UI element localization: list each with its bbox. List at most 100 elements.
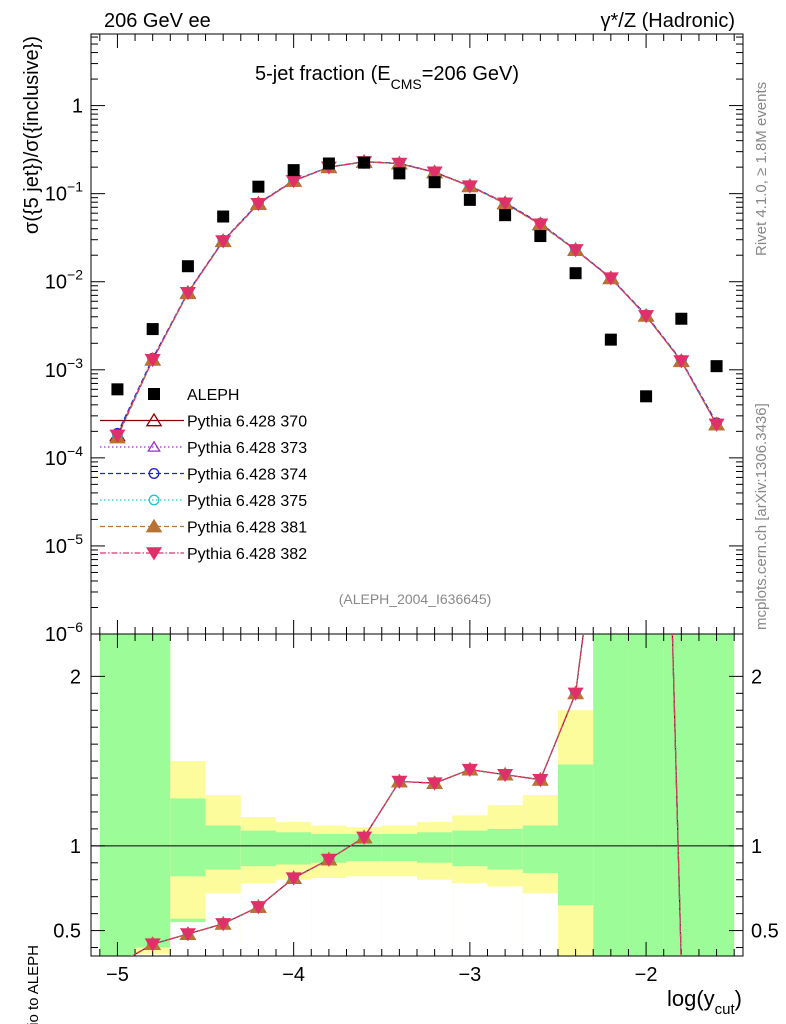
data-point	[111, 383, 124, 396]
header-left-label: 206 GeV ee	[104, 10, 211, 32]
band-inner	[698, 634, 735, 956]
band-gap	[381, 862, 417, 956]
data-point	[358, 156, 371, 169]
band-inner	[663, 634, 699, 956]
y-tick-label: 10−2	[45, 267, 83, 294]
legend-marker	[147, 440, 161, 452]
ratio-mc-series	[130, 634, 682, 956]
ratio-point	[461, 763, 478, 778]
x-tick-label: −2	[635, 964, 658, 986]
ratio-point	[320, 853, 337, 867]
mc-point	[673, 355, 690, 369]
y-tick-label: 10−4	[45, 443, 83, 470]
data-point	[181, 260, 194, 273]
band-outer-low	[205, 869, 241, 894]
mc-point	[144, 354, 161, 368]
ratio-y-axis-label: Ratio to ALEPH	[25, 945, 42, 1024]
data-point	[569, 267, 582, 280]
data-point	[393, 167, 406, 180]
legend-label: Pythia 6.428 381	[187, 520, 307, 537]
ratio-y-tick-label: 0.5	[53, 921, 81, 943]
main-y-axis-label: σ({5 jet})/σ({inclusive})	[21, 36, 43, 234]
rivet-version-label: Rivet 4.1.0, ≥ 1.8M events	[753, 82, 770, 256]
x-tick-label: −3	[458, 964, 481, 986]
legend-label: Pythia 6.428 373	[187, 440, 307, 457]
ratio-point	[179, 928, 196, 942]
mcplots-label: mcplots.cern.ch [arXiv:1306.3436]	[753, 403, 770, 630]
mc-point	[250, 197, 267, 212]
band-outer-low	[311, 862, 347, 879]
data-point	[322, 157, 335, 170]
data-point	[604, 333, 617, 346]
band-gap	[240, 874, 277, 956]
mc-point	[567, 244, 584, 258]
mc-point	[215, 235, 232, 249]
band-outer-low	[381, 861, 417, 877]
band-outer-low	[522, 872, 558, 894]
ratio-point	[426, 777, 443, 791]
legend-marker	[145, 547, 163, 561]
legend-marker	[145, 412, 163, 427]
y-tick-label: 10−5	[45, 531, 83, 558]
y-tick-label: 1	[72, 96, 83, 118]
main-panel-frame	[90, 33, 744, 635]
mc-point	[461, 180, 478, 194]
band-gap	[452, 869, 488, 956]
mc-point	[638, 310, 655, 324]
mc-point	[426, 166, 443, 180]
ratio-point	[567, 687, 584, 701]
band-outer-low	[487, 869, 523, 887]
band-inner	[135, 634, 171, 956]
band-outer-low	[240, 866, 277, 884]
legend-label: Pythia 6.428 374	[187, 467, 307, 484]
x-axis-label: log(ycut)	[667, 986, 742, 1018]
ratio-point	[532, 774, 549, 788]
data-point	[252, 180, 265, 193]
ratio-point	[250, 901, 267, 915]
legend-marker	[148, 468, 160, 479]
main-axis-ticks: 1 10−1 10−2 10−3 10−4 10−5 10−6	[45, 34, 743, 646]
ratio-y-tick-label: 1	[70, 836, 81, 858]
ratio-y-tick-label-right: 1	[751, 836, 762, 858]
mc-point	[602, 272, 619, 286]
band-gap	[417, 866, 453, 956]
x-tick-label: −4	[282, 964, 305, 986]
header-right-label: γ*/Z (Hadronic)	[601, 10, 735, 32]
legend-data-marker	[148, 388, 160, 400]
analysis-id-annotation: (ALEPH_2004_I636645)	[339, 591, 492, 607]
data-point	[463, 193, 476, 206]
legend: ALEPH Pythia 6.428 370 Pythia 6.428 373 Pyt…	[100, 387, 307, 563]
main-data-points	[111, 156, 723, 403]
ratio-point	[285, 872, 302, 886]
legend-marker	[148, 494, 160, 506]
data-point	[675, 312, 688, 325]
x-tick-label: −5	[106, 964, 129, 986]
mc-point	[109, 429, 126, 443]
ratio-point	[356, 831, 373, 845]
legend-label: Pythia 6.428 382	[187, 546, 307, 563]
ratio-series-line	[130, 634, 682, 956]
ratio-y-tick-label: 2	[70, 666, 81, 688]
mc-point	[179, 287, 196, 301]
legend-marker	[145, 518, 163, 533]
y-tick-label: 10−3	[45, 355, 83, 382]
mc-point	[708, 418, 725, 432]
band-outer-low	[346, 861, 382, 877]
band-inner	[593, 634, 629, 956]
data-point	[146, 323, 159, 336]
ratio-point	[144, 938, 161, 952]
mc-point	[391, 157, 408, 171]
mc-series-line	[116, 161, 718, 436]
y-tick-label: 10−1	[45, 179, 83, 206]
band-gap	[311, 864, 347, 956]
band-outer-low	[557, 905, 594, 956]
ratio-point	[497, 768, 514, 783]
data-point	[217, 210, 230, 223]
data-point	[710, 360, 723, 373]
band-inner	[99, 634, 136, 956]
mc-point	[532, 218, 549, 232]
data-point	[640, 390, 653, 403]
data-point	[534, 230, 547, 243]
legend-data-label: ALEPH	[187, 387, 239, 404]
